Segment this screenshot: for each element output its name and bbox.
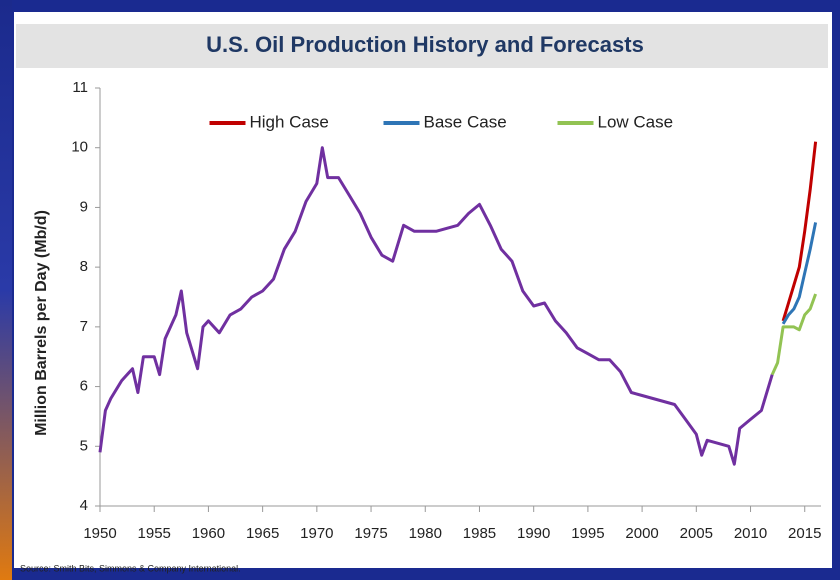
x-tick-label: 1970 — [300, 525, 333, 542]
series-line — [781, 141, 818, 322]
series-line — [98, 146, 774, 466]
legend-label: Base Case — [424, 112, 507, 131]
x-tick-label: 2000 — [625, 525, 658, 542]
y-tick-label: 9 — [80, 198, 88, 215]
y-tick-label: 7 — [80, 318, 88, 335]
x-tick-label: 1975 — [354, 525, 387, 542]
x-tick-label: 2005 — [680, 525, 713, 542]
legend-label: High Case — [250, 112, 329, 131]
x-tick-label: 1960 — [192, 525, 225, 542]
y-tick-label: 10 — [71, 139, 88, 156]
x-tick-label: 1985 — [463, 525, 496, 542]
x-tick-label: 1955 — [138, 525, 171, 542]
panel — [14, 12, 832, 568]
x-tick-label: 1965 — [246, 525, 279, 542]
x-tick-label: 1950 — [83, 525, 116, 542]
source-note: Source: Smith Bits, Simmons & Company In… — [20, 563, 241, 573]
chart-title: U.S. Oil Production History and Forecast… — [206, 32, 644, 57]
y-tick-label: 11 — [72, 79, 88, 96]
plot-area: 4 5 6 7 8 9 10 11 1950 1955 1960 1965 1970 1975 1980 19… — [71, 79, 821, 542]
x-tick-label: 1995 — [571, 525, 604, 542]
edge — [0, 0, 12, 580]
x-tick-label: 1980 — [409, 525, 442, 542]
y-axis-label: Million Barrels per Day (Mb/d) — [33, 210, 50, 436]
x-tick-label: 2010 — [734, 525, 767, 542]
y-tick-label: 4 — [80, 497, 88, 514]
y-tick-label: 8 — [80, 258, 88, 275]
x-tick-label: 2015 — [788, 525, 821, 542]
y-tick-label: 5 — [80, 437, 88, 454]
legend-label: Low Case — [598, 112, 674, 131]
series-line — [781, 222, 818, 325]
series-line — [770, 293, 818, 376]
y-tick-label: 6 — [80, 378, 88, 395]
title-banner — [16, 24, 828, 68]
x-tick-label: 1990 — [517, 525, 550, 542]
